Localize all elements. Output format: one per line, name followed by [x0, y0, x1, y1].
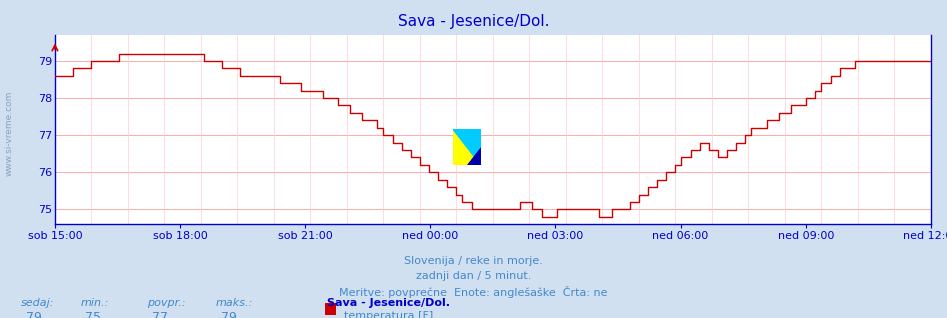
Text: sedaj:: sedaj:	[21, 298, 54, 308]
Text: temperatura [F]: temperatura [F]	[344, 311, 433, 318]
Text: Sava - Jesenice/Dol.: Sava - Jesenice/Dol.	[327, 298, 450, 308]
Text: zadnji dan / 5 minut.: zadnji dan / 5 minut.	[416, 271, 531, 281]
Text: 77: 77	[152, 311, 168, 318]
Text: maks.:: maks.:	[216, 298, 253, 308]
Text: www.si-vreme.com: www.si-vreme.com	[5, 91, 14, 176]
Text: 79: 79	[221, 311, 237, 318]
Text: Meritve: povprečne  Enote: anglešaške  Črta: ne: Meritve: povprečne Enote: anglešaške Črt…	[339, 286, 608, 298]
Text: min.:: min.:	[80, 298, 109, 308]
Polygon shape	[453, 129, 481, 165]
Text: povpr.:: povpr.:	[147, 298, 186, 308]
Text: Slovenija / reke in morje.: Slovenija / reke in morje.	[404, 256, 543, 266]
Polygon shape	[453, 129, 481, 165]
Text: 75: 75	[85, 311, 101, 318]
Text: Sava - Jesenice/Dol.: Sava - Jesenice/Dol.	[398, 14, 549, 29]
Polygon shape	[467, 147, 481, 165]
Text: 79: 79	[26, 311, 42, 318]
